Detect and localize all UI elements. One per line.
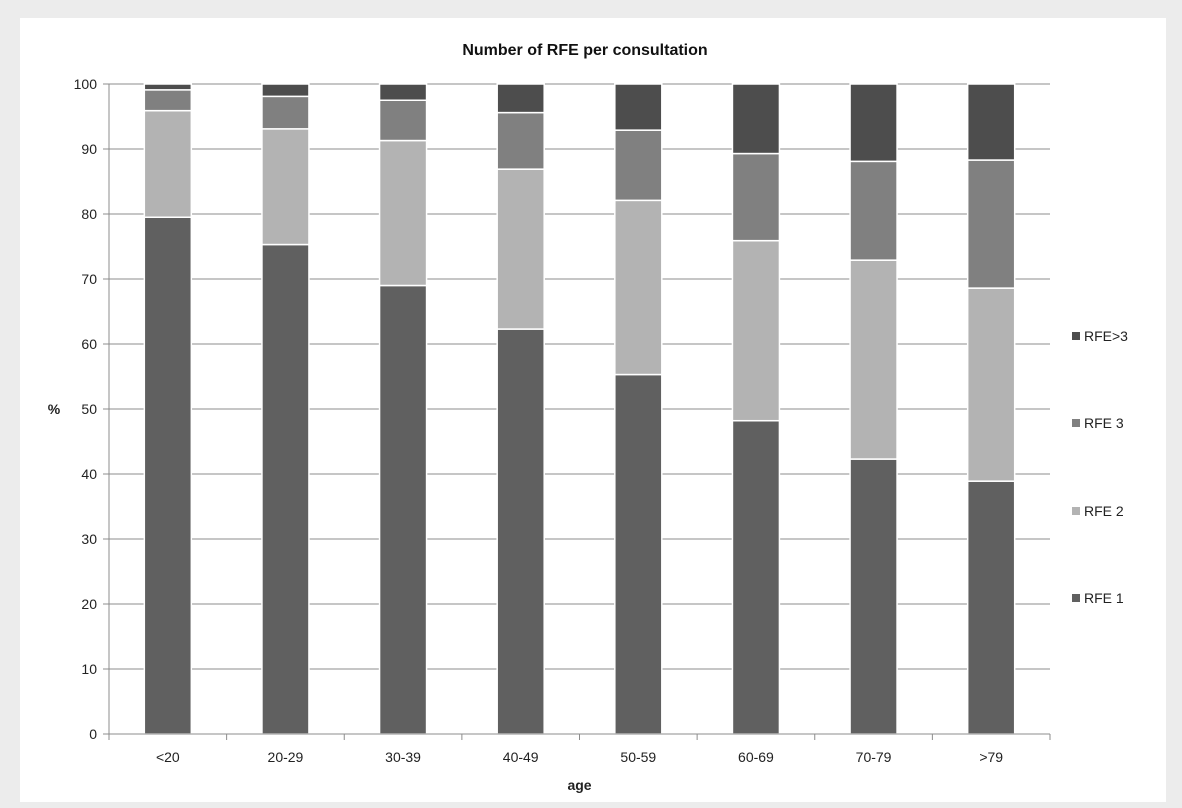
bar-segment-rfe-3 xyxy=(143,89,193,112)
bar-segment-rfe-3 xyxy=(849,160,898,261)
x-tick-label: <20 xyxy=(156,749,180,765)
x-tick-label: 20-29 xyxy=(268,749,304,765)
x-tick-label: 60-69 xyxy=(738,749,774,765)
y-tick-label: 30 xyxy=(81,531,97,547)
legend-label: RFE>3 xyxy=(1084,328,1128,344)
bar-segment-rfe-3 xyxy=(143,83,193,91)
x-tick-label: 70-79 xyxy=(856,749,892,765)
bar-segment-rfe-2 xyxy=(143,109,193,218)
bar-segment-rfe-2 xyxy=(849,259,898,460)
bar-segment-rfe-3 xyxy=(496,111,545,170)
x-tick-labels: <20 20-29 30-39 40-49 50-59 60-69 70-79 >79 xyxy=(156,749,1003,765)
bar-segment-rfe-3 xyxy=(966,83,1016,161)
chart-title: Number of RFE per consultation xyxy=(462,42,708,59)
x-tick-label: 40-49 xyxy=(503,749,539,765)
y-tick-label: 60 xyxy=(81,336,97,352)
bar-segment-rfe-1 xyxy=(378,284,428,735)
bar-segment-rfe-3 xyxy=(261,83,310,98)
y-axis-title: % xyxy=(48,401,61,417)
bar-segment-rfe-1 xyxy=(614,373,663,735)
bar-segment-rfe-2 xyxy=(966,287,1016,482)
y-tick-label: 80 xyxy=(81,206,97,222)
y-tick-label: 90 xyxy=(81,141,97,157)
y-tick-label: 50 xyxy=(81,401,97,417)
bar-segment-rfe-2 xyxy=(496,168,545,330)
y-tick-label: 0 xyxy=(89,726,97,742)
legend-label: RFE 2 xyxy=(1084,503,1124,519)
bar-segment-rfe-3 xyxy=(849,83,898,163)
bar-segment-rfe-1 xyxy=(966,480,1016,735)
bar-segment-rfe-3 xyxy=(614,129,663,202)
stacked-bar-chart: 0 10 20 30 40 50 60 70 80 90 100 <20 20-29 30-39 40-4… xyxy=(48,76,1128,793)
legend-swatch xyxy=(1072,332,1080,340)
bar-segment-rfe-1 xyxy=(731,419,781,735)
bar-segment-rfe-2 xyxy=(731,239,781,422)
bar-segment-rfe-3 xyxy=(378,83,428,101)
bar-segment-rfe-1 xyxy=(143,216,193,735)
x-tick-label: 50-59 xyxy=(620,749,656,765)
bar-segment-rfe-2 xyxy=(378,139,428,287)
bar-segment-rfe-3 xyxy=(731,152,781,242)
y-tick-label: 40 xyxy=(81,466,97,482)
legend: RFE>3 RFE 3 RFE 2 RFE 1 xyxy=(1072,328,1128,606)
bar-segment-rfe-3 xyxy=(966,159,1016,289)
x-axis-title: age xyxy=(567,777,591,793)
legend-swatch xyxy=(1072,507,1080,515)
legend-label: RFE 3 xyxy=(1084,415,1124,431)
bar-segment-rfe-3 xyxy=(496,83,545,114)
gridlines xyxy=(103,83,1050,735)
y-tick-label: 20 xyxy=(81,596,97,612)
bar-segment-rfe-2 xyxy=(261,128,310,246)
legend-label: RFE 1 xyxy=(1084,590,1124,606)
y-tick-label: 10 xyxy=(81,661,97,677)
bar-segment-rfe-1 xyxy=(261,243,310,735)
x-tick-label: >79 xyxy=(979,749,1003,765)
legend-swatch xyxy=(1072,594,1080,602)
x-tick-label: 30-39 xyxy=(385,749,421,765)
bar-segment-rfe-3 xyxy=(614,83,663,131)
y-tick-labels: 0 10 20 30 40 50 60 70 80 90 100 xyxy=(74,76,98,742)
bar-segment-rfe-3 xyxy=(261,95,310,130)
y-tick-label: 100 xyxy=(74,76,98,92)
chart-panel: Number of RFE per consultation 0 10 20 30 40… xyxy=(20,18,1166,802)
bar-segment-rfe-1 xyxy=(849,458,898,735)
bars xyxy=(143,83,1016,735)
y-tick-label: 70 xyxy=(81,271,97,287)
bar-segment-rfe-3 xyxy=(731,83,781,155)
axes xyxy=(108,84,1051,740)
legend-swatch xyxy=(1072,419,1080,427)
bar-segment-rfe-1 xyxy=(496,328,545,735)
bar-segment-rfe-2 xyxy=(614,199,663,376)
bar-segment-rfe-3 xyxy=(378,99,428,142)
